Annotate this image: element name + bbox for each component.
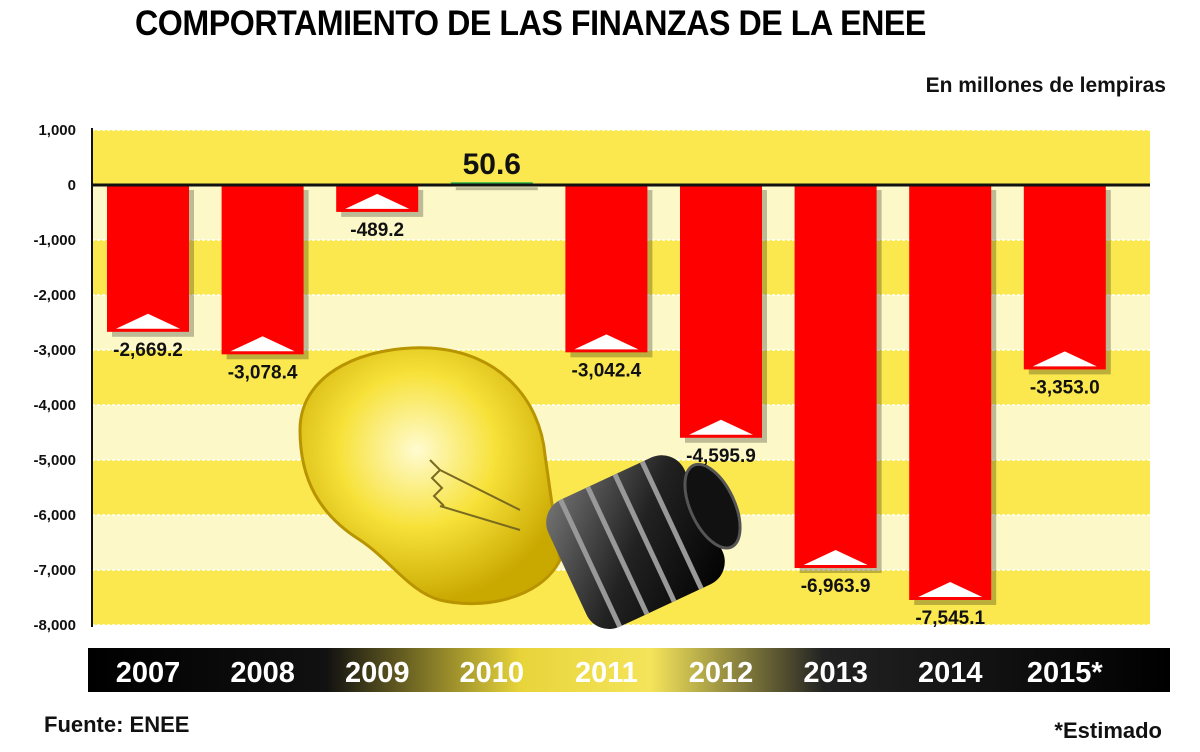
bar-2015* <box>1023 185 1106 370</box>
x-tick-label: 2015* <box>1027 657 1104 689</box>
y-tick-label: 0 <box>68 177 76 194</box>
chart-title: COMPORTAMIENTO DE LAS FINANZAS DE LA ENE… <box>135 4 926 43</box>
data-label: -3,078.4 <box>228 362 298 383</box>
bar-end-marker <box>345 193 410 209</box>
bar-2013 <box>794 185 877 569</box>
data-label: -3,353.0 <box>1030 377 1100 398</box>
data-label: -489.2 <box>350 220 404 241</box>
data-label: -6,963.9 <box>801 576 871 597</box>
background-band <box>92 130 1150 185</box>
bar-end-marker <box>918 581 983 597</box>
source-note: Fuente: ENEE <box>44 712 190 737</box>
x-tick-label: 2014 <box>918 657 983 689</box>
x-tick-label: 2013 <box>803 657 868 689</box>
bar-end-marker <box>689 419 753 435</box>
y-tick-label: -1,000 <box>33 232 76 249</box>
x-tick-label: 2011 <box>575 657 638 689</box>
lightbulb-illustration <box>298 346 742 630</box>
data-label: -7,545.1 <box>915 608 985 629</box>
y-tick-label: -5,000 <box>33 452 76 469</box>
data-label: -2,669.2 <box>113 340 183 361</box>
y-tick-label: -6,000 <box>33 507 76 524</box>
bar-end-marker <box>574 334 639 350</box>
y-tick-label: -4,000 <box>33 397 76 414</box>
bar-2007 <box>107 185 189 332</box>
estimate-note: *Estimado <box>1054 718 1162 743</box>
data-label: 50.6 <box>463 148 521 181</box>
units-label: En millones de lempiras <box>925 74 1166 97</box>
bar-2014 <box>909 185 992 600</box>
data-label: -4,595.9 <box>686 446 756 467</box>
bar-end-marker <box>1032 351 1097 367</box>
bar-end-marker <box>116 313 180 329</box>
x-tick-label: 2008 <box>230 657 295 689</box>
y-tick-label: -8,000 <box>33 617 76 634</box>
y-tick-label: 1,000 <box>38 122 76 139</box>
bar-end-marker <box>230 336 295 352</box>
bar-end-marker <box>803 550 868 566</box>
y-tick-label: -2,000 <box>33 287 76 304</box>
x-tick-label: 2009 <box>345 657 410 689</box>
y-tick-label: -7,000 <box>33 562 76 579</box>
bar-shadow <box>455 187 538 191</box>
year-axis-band <box>88 648 1170 692</box>
x-tick-label: 2010 <box>460 657 525 689</box>
bar-2012 <box>680 185 762 438</box>
bar-2008 <box>221 185 304 355</box>
y-tick-label: -3,000 <box>33 342 76 359</box>
data-label: -3,042.4 <box>572 360 642 381</box>
bar-2011 <box>565 185 648 353</box>
x-tick-label: 2007 <box>116 657 181 689</box>
x-tick-label: 2012 <box>689 657 754 689</box>
